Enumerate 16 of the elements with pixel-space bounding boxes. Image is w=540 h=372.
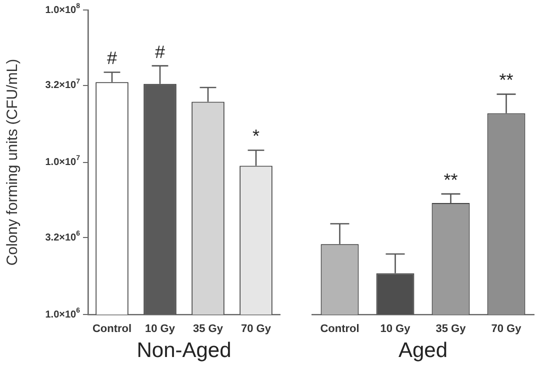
x-tick-label: Control <box>320 323 360 336</box>
x-tick-label: 70 Gy <box>241 323 272 336</box>
annotation: # <box>106 48 118 68</box>
annotation: * <box>252 126 260 146</box>
x-tick-label: Control <box>92 323 132 336</box>
x-tick-label: 70 Gy <box>491 323 522 336</box>
x-tick-label: 10 Gy <box>380 323 412 336</box>
y-axis-title: Colony forming units (CFU/mL) <box>4 58 22 266</box>
x-axis-title: Aged <box>398 339 448 362</box>
x-tick-label: 35 Gy <box>436 323 467 336</box>
x-axis-title: Non-Aged <box>136 339 232 362</box>
annotation: ** <box>444 170 458 190</box>
x-tick-label: 35 Gy <box>193 323 224 336</box>
x-tick-label: 10 Gy <box>145 323 176 336</box>
annotation: # <box>154 42 166 62</box>
annotation: ** <box>499 70 514 90</box>
